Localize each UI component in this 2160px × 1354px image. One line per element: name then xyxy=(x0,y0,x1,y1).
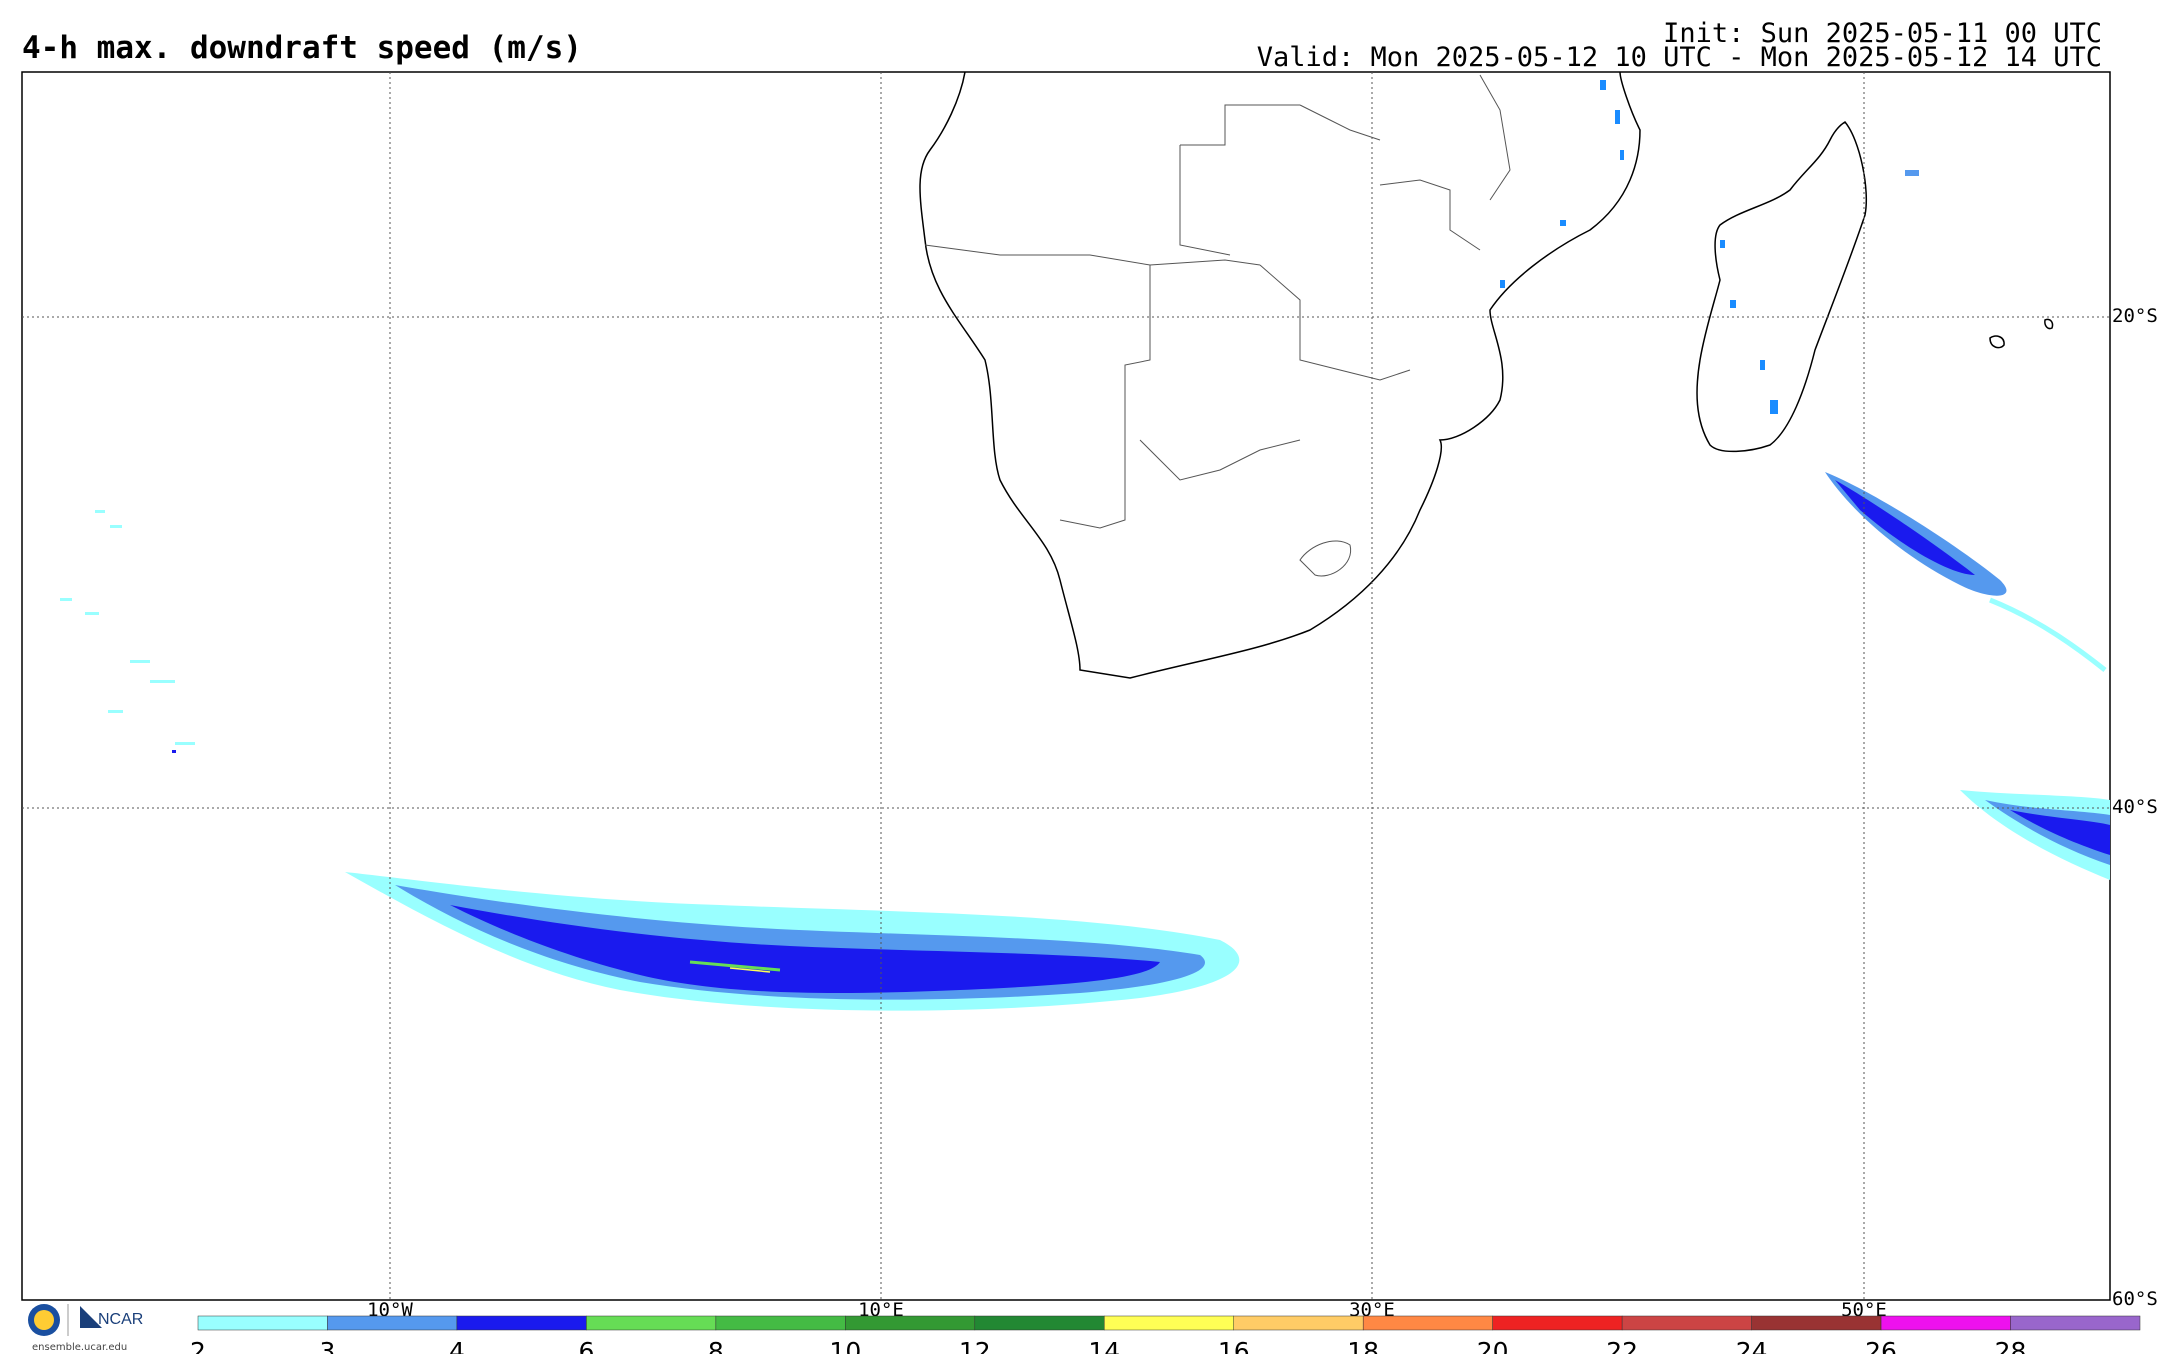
country-borders xyxy=(924,74,1511,577)
lat-label-60s: 60°S xyxy=(2112,1288,2158,1310)
africa-coastline xyxy=(919,71,1641,679)
colorbar-swatch xyxy=(2010,1315,2141,1331)
colorbar-tick-label: 10 xyxy=(829,1337,861,1354)
ncar-label: NCAR xyxy=(98,1311,144,1328)
lon-label-30e: 30°E xyxy=(1349,1299,1395,1321)
downdraft-swath-atlantic xyxy=(345,872,1240,1011)
colorbar-swatch xyxy=(586,1315,717,1331)
lat-label-40s: 40°S xyxy=(2112,796,2158,818)
colorbar-tick-label: 16 xyxy=(1218,1337,1250,1354)
scattered-cells-mozambique xyxy=(1500,80,1919,414)
colorbar-tick-label: 18 xyxy=(1347,1337,1379,1354)
lon-label-10e: 10°E xyxy=(858,1299,904,1321)
scattered-cells-west xyxy=(60,510,195,753)
colorbar-swatch xyxy=(1362,1315,1493,1331)
logo-url: ensemble.ucar.edu xyxy=(32,1342,128,1353)
colorbar-swatch xyxy=(327,1315,458,1331)
colorbar-swatch xyxy=(1880,1315,2011,1331)
colorbar-swatch xyxy=(197,1315,328,1331)
colorbar-swatch xyxy=(845,1315,976,1331)
colorbar-tick-label: 20 xyxy=(1477,1337,1509,1354)
map-title: 4-h max. downdraft speed (m/s) xyxy=(22,30,582,66)
colorbar-swatch xyxy=(1492,1315,1623,1331)
colorbar-swatch xyxy=(1233,1315,1364,1331)
colorbar-tick-label: 12 xyxy=(959,1337,991,1354)
colorbar: 2 3 4 6 8 10 12 14 16 18 20 22 24 26 28 xyxy=(190,1315,2141,1354)
colorbar-tick-label: 22 xyxy=(1606,1337,1638,1354)
colorbar-tick-label: 2 xyxy=(190,1337,206,1354)
colorbar-swatch xyxy=(1751,1315,1882,1331)
nsf-ncar-logo xyxy=(28,1304,102,1336)
lon-label-50e: 50°E xyxy=(1841,1299,1887,1321)
colorbar-tick-label: 4 xyxy=(449,1337,465,1354)
ncar-logo-icon xyxy=(80,1306,102,1328)
colorbar-swatch xyxy=(1621,1315,1752,1331)
valid-time: Valid: Mon 2025-05-12 10 UTC - Mon 2025-… xyxy=(1256,42,2102,73)
colorbar-swatch xyxy=(715,1315,846,1331)
colorbar-swatch xyxy=(1104,1315,1234,1331)
colorbar-tick-label: 24 xyxy=(1736,1337,1768,1354)
colorbar-tick-label: 8 xyxy=(708,1337,724,1354)
colorbar-tick-label: 6 xyxy=(578,1337,594,1354)
colorbar-tick-label: 28 xyxy=(1995,1337,2027,1354)
downdraft-swath-madagascar xyxy=(1825,472,2107,672)
madagascar-coastline xyxy=(1696,121,2054,453)
downdraft-swath-east xyxy=(1960,790,2110,880)
graticule xyxy=(22,72,2110,1300)
colorbar-tick-label: 3 xyxy=(320,1337,336,1354)
colorbar-tick-label: 14 xyxy=(1088,1337,1120,1354)
colorbar-swatch xyxy=(456,1315,587,1331)
colorbar-tick-label: 26 xyxy=(1865,1337,1897,1354)
lat-label-20s: 20°S xyxy=(2112,305,2158,327)
colorbar-swatch xyxy=(974,1315,1105,1331)
init-time: Init: Sun 2025-05-11 00 UTC xyxy=(1663,18,2102,49)
map-frame xyxy=(21,71,2111,1301)
lon-label-10w: 10°W xyxy=(367,1299,413,1321)
